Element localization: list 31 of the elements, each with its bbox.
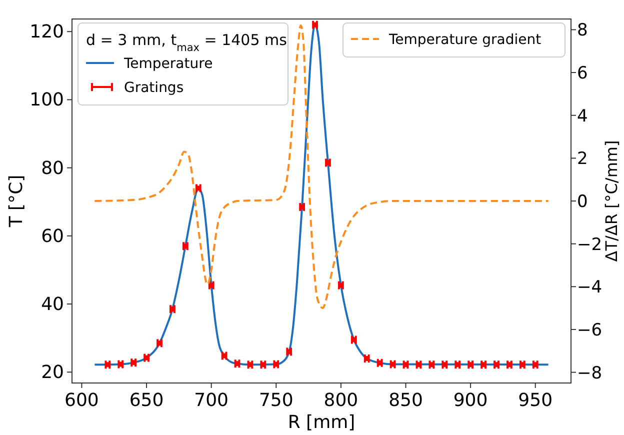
y-tick-label: 120 — [30, 22, 64, 43]
x-tick-label: 700 — [194, 390, 229, 411]
line-series — [94, 24, 550, 310]
y-tick-label: 40 — [41, 294, 64, 316]
y-tick-label: 60 — [41, 226, 64, 247]
y2-tick-label: −6 — [577, 320, 602, 340]
x-tick-label: 750 — [258, 390, 294, 411]
y2-tick-label: 6 — [577, 64, 588, 84]
x-axis-title: R [mm] — [288, 412, 356, 433]
y2-tick-label: −8 — [577, 363, 602, 384]
y2-tick-label: 0 — [577, 192, 588, 212]
y2-tick-label: 4 — [577, 106, 588, 126]
y2-tick-label: −4 — [577, 278, 602, 298]
x-tick-label: 950 — [518, 390, 553, 411]
y-tick-label: 100 — [30, 90, 64, 111]
y-axis-title: T [°C] — [6, 174, 27, 228]
x-tick-label: 850 — [388, 390, 423, 411]
y2-axis-title: ΔT/ΔR [°C/mm] — [602, 140, 621, 262]
x-tick-label: 650 — [129, 390, 164, 411]
x-tick-label: 800 — [324, 390, 358, 411]
y2-tick-label: 8 — [577, 20, 588, 41]
legend-label: Temperature gradient — [388, 32, 542, 48]
y2-tick-label: −2 — [577, 234, 602, 255]
y2-tick-label: 2 — [577, 149, 588, 170]
x-tick-label: 900 — [453, 390, 488, 411]
legend-label: Temperature — [123, 56, 213, 72]
legend-label: Gratings — [124, 80, 184, 96]
y-tick-label: 80 — [41, 158, 64, 179]
y-tick-label: 20 — [41, 362, 64, 384]
legend-title: d = 3 mm, t$_{max}$ = 1405 ms — [86, 31, 288, 54]
x-tick-label: 600 — [64, 390, 99, 411]
